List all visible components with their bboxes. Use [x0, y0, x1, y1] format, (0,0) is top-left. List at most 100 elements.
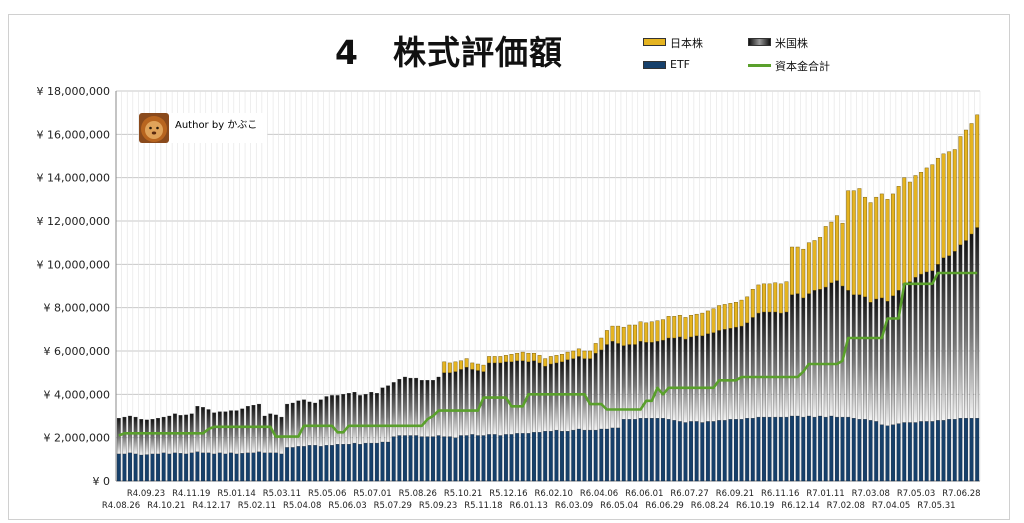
bar-etf [487, 434, 492, 482]
bar-us [201, 407, 205, 453]
x-tick-label: R7.03.08 [852, 489, 890, 499]
bar-us [133, 416, 138, 455]
bar-etf [189, 452, 194, 482]
x-tick-label: R6.10.19 [736, 501, 774, 511]
bar-us [700, 335, 705, 423]
bar-etf [666, 419, 671, 482]
line-capital [118, 271, 978, 438]
bar-japan [806, 242, 811, 294]
bar-etf [554, 429, 559, 482]
bar-etf [223, 453, 228, 482]
bar-us [554, 362, 559, 431]
legend-label-japan: 日本株 [670, 37, 703, 50]
x-tick-label: R5.09.23 [419, 501, 457, 511]
x-tick-label: R4.09.23 [127, 489, 165, 499]
bar-us [380, 387, 385, 443]
bar-us [212, 412, 217, 455]
bar-us [262, 415, 267, 453]
bar-us [223, 411, 228, 455]
bar-us [229, 410, 233, 453]
bar-etf [285, 447, 290, 482]
bar-us [823, 286, 828, 418]
bar-us [913, 277, 918, 423]
bar-japan [588, 350, 593, 359]
bar-etf [902, 422, 907, 482]
bar-etf [717, 420, 722, 482]
bar-japan [560, 354, 564, 363]
bar-japan [739, 299, 744, 327]
bar-etf [964, 417, 968, 482]
bar-etf [778, 416, 783, 482]
bar-etf [756, 416, 761, 482]
bar-japan [470, 362, 475, 370]
x-tick-label: R4.08.26 [102, 501, 140, 511]
bar-us [975, 227, 980, 419]
bar-japan [661, 319, 665, 341]
bar-etf [801, 416, 806, 482]
bar-etf [431, 436, 435, 482]
bar-us [139, 419, 144, 456]
bar-etf [975, 417, 980, 482]
bar-etf [363, 442, 368, 482]
bar-japan [863, 196, 867, 298]
bar-etf [442, 436, 447, 482]
bar-us [156, 418, 160, 455]
bar-etf [537, 432, 542, 482]
bar-etf [694, 421, 699, 482]
bar-us [403, 376, 407, 436]
bar-us [930, 270, 935, 422]
bar-japan [498, 356, 503, 364]
x-tick-label: R7.05.31 [917, 501, 955, 511]
bar-japan [532, 352, 536, 361]
bar-us [358, 395, 362, 445]
bar-etf [649, 417, 654, 482]
bar-us [330, 395, 334, 446]
bar-us [352, 392, 357, 444]
bar-etf [172, 452, 177, 482]
bar-us [941, 257, 946, 421]
bar-etf [503, 434, 508, 482]
bar-etf [582, 429, 587, 482]
bar-etf [122, 453, 127, 482]
bar-etf [969, 417, 974, 482]
bar-us [520, 360, 525, 434]
bar-us [498, 362, 503, 436]
bar-etf [638, 417, 643, 482]
author-badge: Author by かぶこ [139, 113, 267, 143]
bar-japan [907, 181, 912, 282]
bar-us [649, 342, 654, 419]
x-tick-label: R5.07.29 [374, 501, 412, 511]
bar-etf [907, 422, 912, 482]
bar-us [711, 332, 716, 422]
bar-japan [773, 282, 778, 313]
bar-japan [913, 175, 918, 278]
bar-japan [902, 177, 907, 285]
bar-etf [419, 436, 424, 482]
bar-us [762, 311, 766, 418]
bar-us [346, 393, 351, 445]
y-tick-label: ¥ 10,000,000 [37, 258, 110, 271]
bar-etf [565, 430, 570, 482]
bar-etf [369, 442, 374, 482]
bar-us [829, 282, 834, 417]
bar-us [773, 311, 778, 418]
bar-us [863, 296, 867, 420]
bar-etf [795, 415, 800, 482]
bar-us [464, 367, 469, 436]
bar-japan [823, 226, 828, 288]
bar-etf [930, 421, 935, 482]
bar-japan [700, 312, 705, 337]
author-label: Author by かぶこ [175, 120, 258, 131]
bar-us [734, 327, 738, 420]
bar-japan [633, 324, 637, 345]
bar-japan [621, 326, 626, 346]
x-tick-label: R4.12.17 [192, 501, 230, 511]
y-tick-label: ¥ 16,000,000 [37, 128, 110, 141]
bar-japan [447, 362, 452, 373]
bar-us [947, 255, 952, 420]
bar-us [835, 280, 839, 418]
bar-us [902, 283, 907, 423]
bar-us [661, 340, 665, 419]
bar-etf [464, 435, 469, 482]
bar-etf [689, 421, 694, 482]
